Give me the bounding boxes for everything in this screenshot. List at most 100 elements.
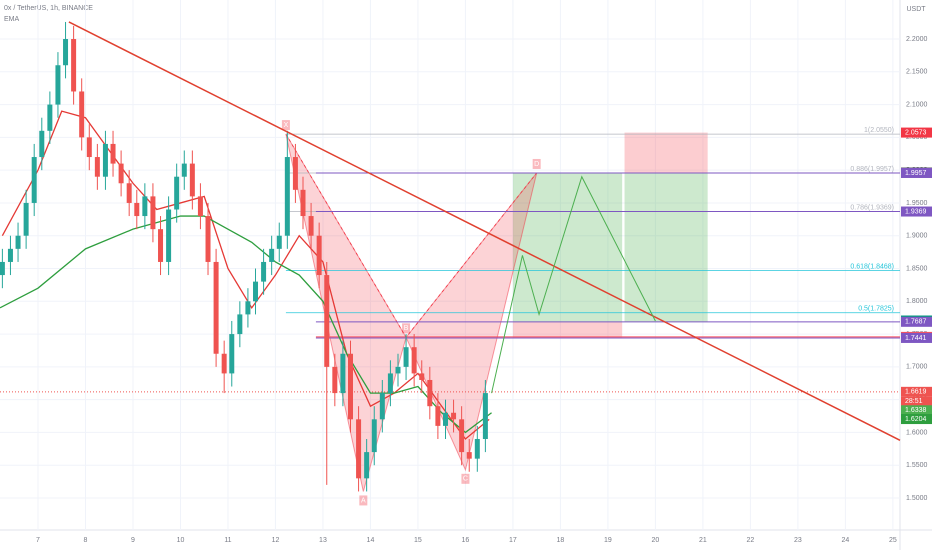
currency-label: USDT <box>906 6 926 13</box>
y-tick-label: 2.0500 <box>906 134 928 141</box>
candle-body <box>308 216 314 236</box>
candle-body <box>158 229 164 262</box>
fib-label: 0.5(1.7825) <box>858 306 894 313</box>
y-tick-label: 1.8000 <box>906 298 928 305</box>
candle-body <box>39 130 45 158</box>
x-tick-label: 19 <box>604 537 612 544</box>
y-tick-label: 1.5000 <box>906 495 928 502</box>
x-tick-label: 18 <box>557 537 565 544</box>
candle-body <box>332 366 338 394</box>
candle-body <box>205 216 211 262</box>
candle-body <box>371 419 377 453</box>
y-tick-label: 1.5500 <box>906 462 928 469</box>
candle-body <box>71 39 77 92</box>
price-tag-label: 1.7441 <box>905 335 927 342</box>
candle-body <box>435 406 441 426</box>
candle-body <box>269 248 275 262</box>
candle-body <box>86 137 92 158</box>
candle-body <box>174 176 180 210</box>
candle-body <box>276 235 282 249</box>
y-tick-label: 1.6000 <box>906 429 928 436</box>
candle-body <box>419 373 425 380</box>
candle-body <box>0 261 5 276</box>
candle-body <box>221 353 227 374</box>
candle-body <box>134 202 140 217</box>
candle-body <box>340 353 346 394</box>
price-tag-label: 1.9957 <box>905 170 927 177</box>
x-tick-label: 13 <box>319 537 327 544</box>
candle-body <box>166 209 172 262</box>
candle-body <box>15 235 21 249</box>
x-tick-label: 14 <box>367 537 375 544</box>
price-tag <box>901 316 932 327</box>
price-tag-label: 2.0573 <box>905 129 927 136</box>
candle-body <box>110 143 116 164</box>
indicator-label: EMA <box>4 16 20 23</box>
candle-body <box>126 183 132 203</box>
pattern-point-box <box>402 323 411 334</box>
price-tag <box>901 127 932 138</box>
candle-body <box>63 39 69 66</box>
candle-body <box>442 412 448 426</box>
price-tag <box>901 386 932 397</box>
candle-body <box>300 189 306 217</box>
x-tick-label: 23 <box>794 537 802 544</box>
x-tick-label: 11 <box>224 537 231 544</box>
x-tick-label: 21 <box>699 537 707 544</box>
fib-label: 1(2.0550) <box>864 127 894 134</box>
x-tick-label: 22 <box>746 537 754 544</box>
price-tag-label: 1.9369 <box>905 208 927 215</box>
candle-body <box>316 235 322 276</box>
candle-body <box>261 261 267 282</box>
chart-title: 0x / TetherUS, 1h, BINANCE <box>4 5 93 12</box>
y-tick-label: 2.1500 <box>906 69 928 76</box>
projection-path <box>491 175 656 394</box>
pattern-point-label: A <box>361 497 366 504</box>
candle-body <box>403 347 409 367</box>
price-tag <box>901 405 932 416</box>
candle-body <box>7 248 13 262</box>
candle-body <box>245 301 251 315</box>
trendline <box>68 21 901 441</box>
candle-body <box>118 163 124 184</box>
x-tick-label: 15 <box>414 537 422 544</box>
candle-body <box>459 419 465 453</box>
countdown-label: 28:51 <box>905 398 923 405</box>
candle-body <box>31 157 37 203</box>
x-tick-label: 7 <box>36 537 40 544</box>
fib-label: 0.786(1.9369) <box>850 204 894 211</box>
candle-body <box>427 379 433 407</box>
x-tick-label: 16 <box>462 537 470 544</box>
candle-body <box>324 275 330 367</box>
x-tick-label: 9 <box>131 537 135 544</box>
price-tag <box>901 206 932 217</box>
candle-body <box>387 373 393 394</box>
candle-body <box>284 157 290 236</box>
candle-body <box>229 334 235 374</box>
candle-body <box>292 157 298 190</box>
pattern-point-box <box>281 120 290 131</box>
candle-body <box>451 412 457 420</box>
ema-line <box>1 110 490 440</box>
x-tick-label: 17 <box>509 537 517 544</box>
candle-body <box>23 202 29 236</box>
y-tick-label: 1.9000 <box>906 233 928 240</box>
price-tag <box>901 167 932 178</box>
pattern-point-box <box>532 158 541 169</box>
candle-body <box>466 452 472 459</box>
y-tick-label: 1.8500 <box>906 265 928 272</box>
candle-body <box>356 419 362 479</box>
y-tick-label: 1.9500 <box>906 200 928 207</box>
y-tick-label: 2.1000 <box>906 101 928 108</box>
countdown-tag <box>901 396 932 406</box>
pattern-point-label: D <box>534 161 539 168</box>
position-zone <box>624 132 708 173</box>
candle-body <box>189 163 195 197</box>
candle-body <box>395 366 401 374</box>
candle-body <box>253 281 259 302</box>
candle-body <box>364 452 370 479</box>
x-tick-label: 25 <box>889 537 897 544</box>
candle-body <box>197 196 203 217</box>
